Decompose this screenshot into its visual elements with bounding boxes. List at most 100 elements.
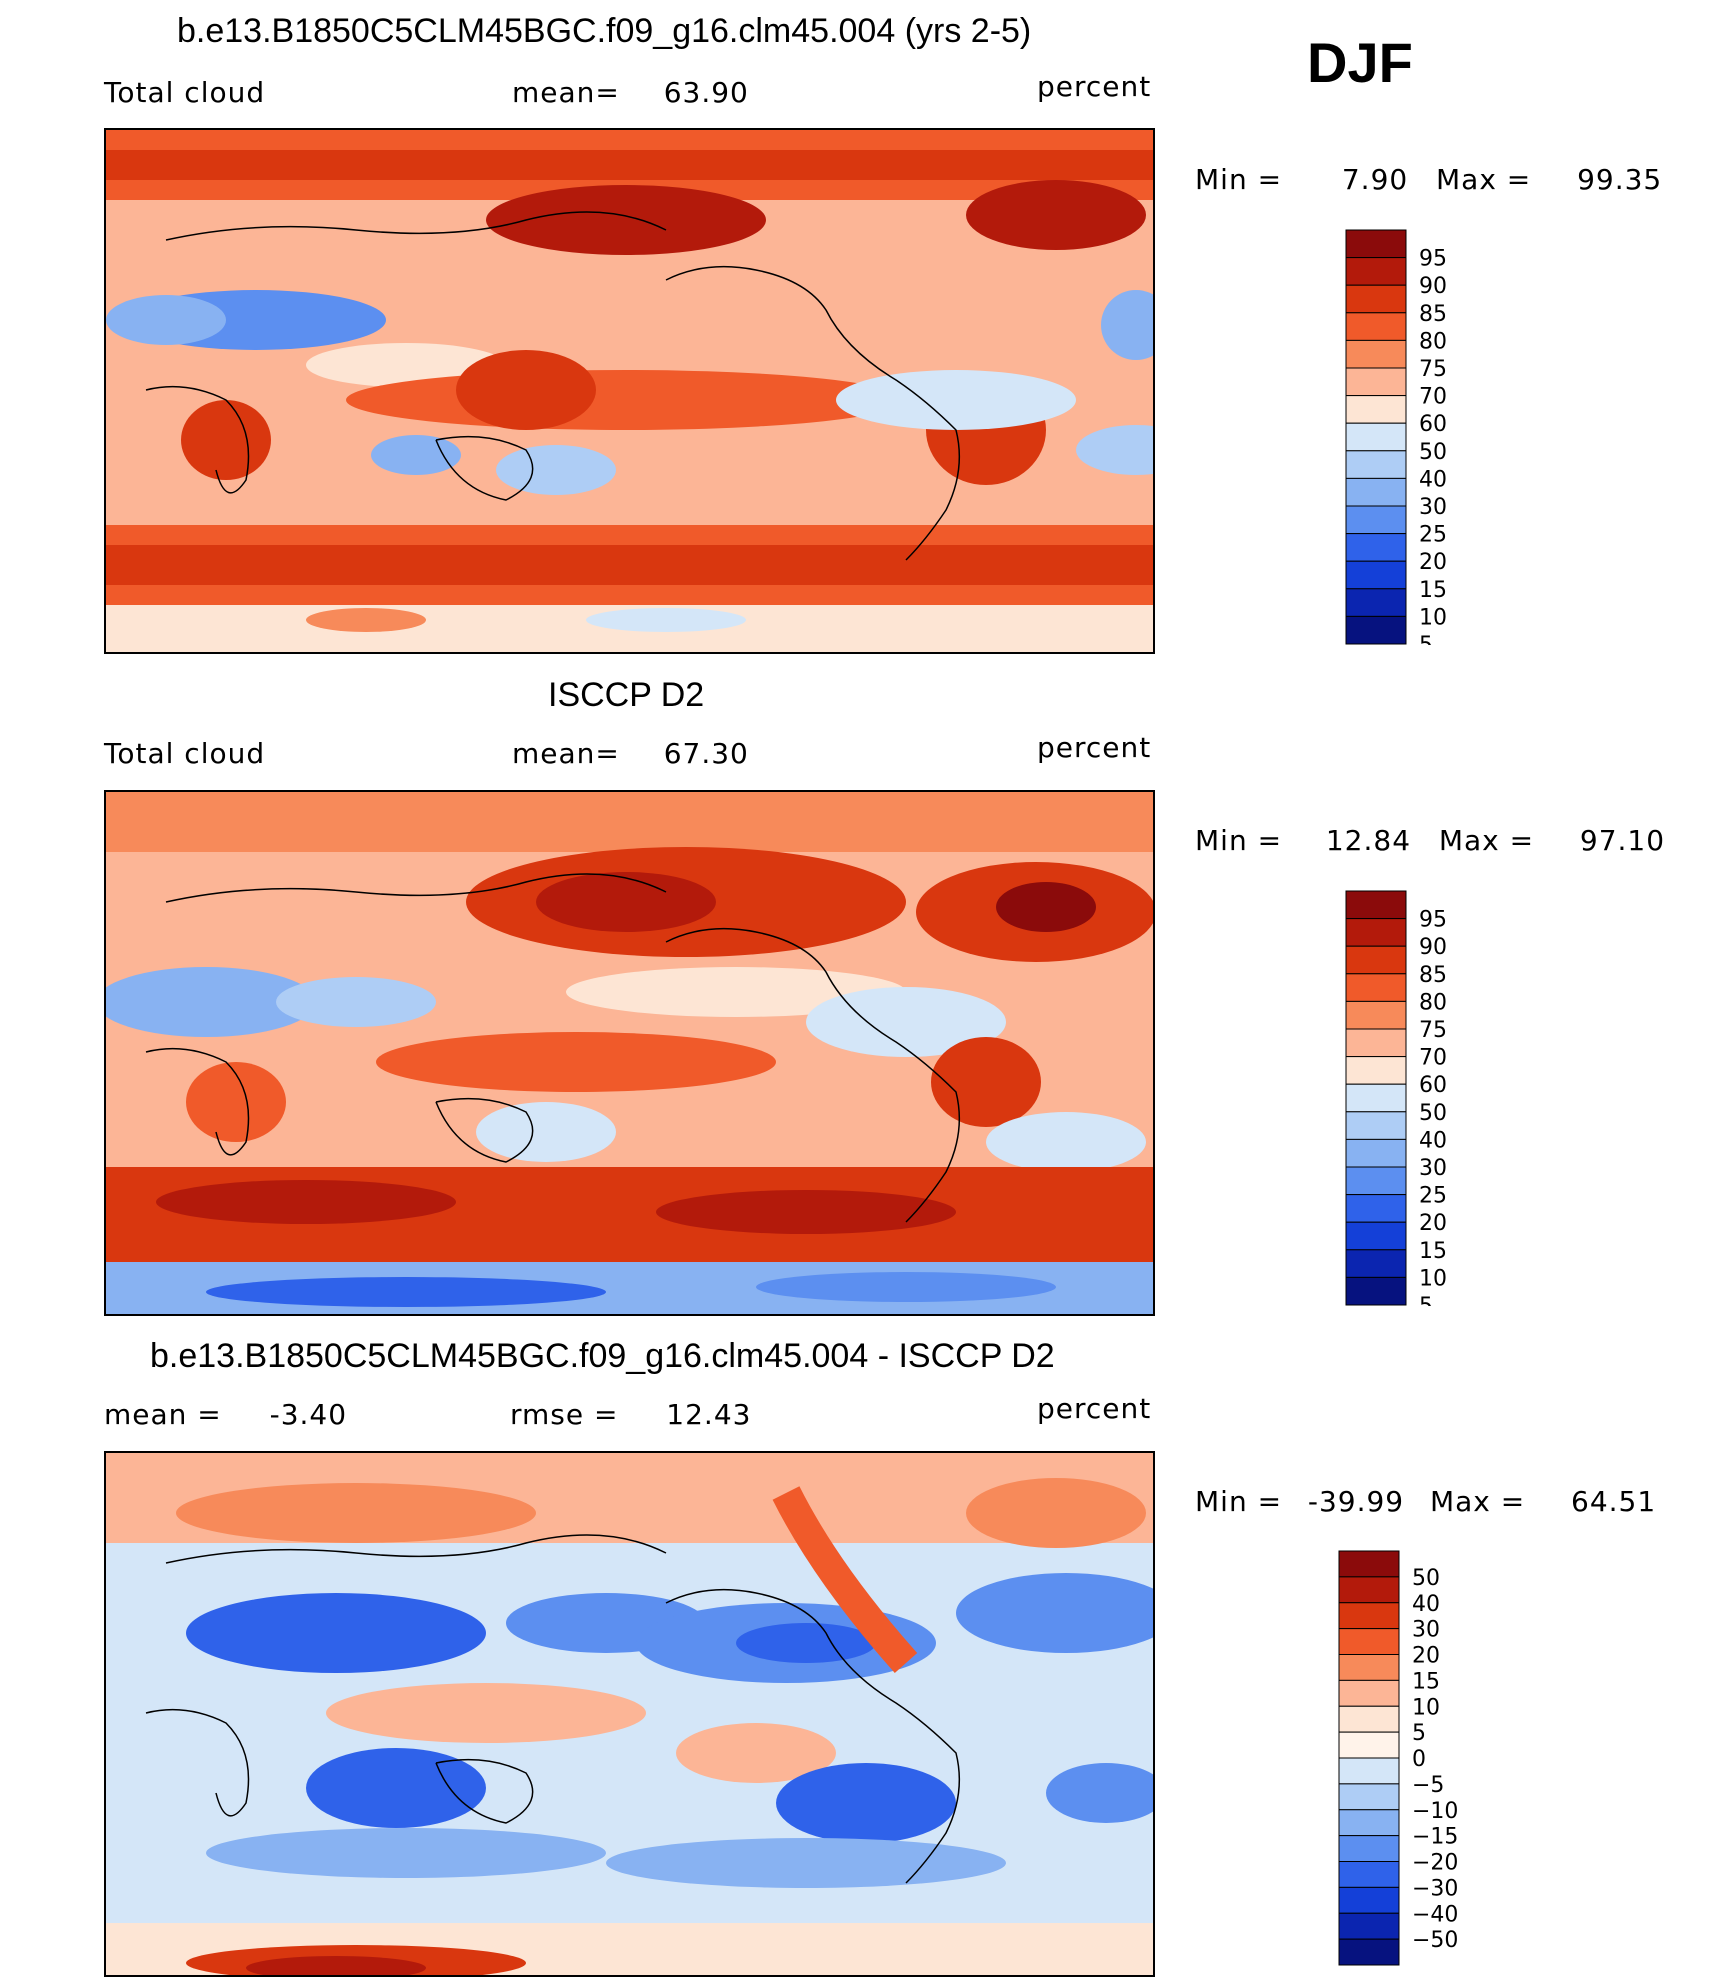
panel1-max-value: 99.35 bbox=[1577, 163, 1663, 196]
colorbar-tick-label: 90 bbox=[1419, 935, 1447, 960]
colorbar-swatch bbox=[1338, 1912, 1400, 1940]
season-label: DJF bbox=[1307, 31, 1413, 94]
panel1-mean-label: mean= bbox=[512, 76, 620, 109]
colorbar-tick-label: 95 bbox=[1419, 908, 1447, 933]
colorbar-tick-label: 15 bbox=[1419, 578, 1447, 603]
colorbar-tick-label: −5 bbox=[1412, 1773, 1444, 1798]
colorbar-swatch bbox=[1345, 477, 1407, 507]
colorbar-tick-label: 75 bbox=[1419, 1018, 1447, 1043]
colorbar-swatch bbox=[1345, 588, 1407, 617]
colorbar-swatch bbox=[1338, 1886, 1400, 1914]
colorbar-tick-label: 90 bbox=[1419, 274, 1447, 299]
panel3-mean-value: -3.40 bbox=[269, 1398, 348, 1431]
panel2-units: percent bbox=[1037, 731, 1152, 764]
colorbar-tick-label: 20 bbox=[1419, 550, 1447, 575]
panel2-max-label: Max = bbox=[1438, 824, 1535, 857]
colorbar-tick-label: 25 bbox=[1419, 523, 1447, 548]
colorbar-swatch bbox=[1345, 560, 1407, 590]
panel2-min-value: 12.84 bbox=[1325, 824, 1412, 857]
colorbar-tick-label: 80 bbox=[1419, 990, 1447, 1015]
colorbar-tick-label: 20 bbox=[1412, 1644, 1440, 1669]
panel1-title: b.e13.B1850C5CLM45BGC.f09_g16.clm45.004 … bbox=[177, 12, 1032, 50]
colorbar-swatch bbox=[1345, 229, 1407, 259]
panel3-min-label: Min = bbox=[1195, 1485, 1283, 1518]
panel3-min-value: -39.99 bbox=[1307, 1485, 1405, 1518]
colorbar-tick-label: 5 bbox=[1419, 1294, 1433, 1306]
colorbar-swatch bbox=[1345, 339, 1407, 369]
colorbar-tick-label: 40 bbox=[1419, 467, 1447, 492]
colorbar-swatch bbox=[1345, 312, 1407, 341]
colorbar-tick-label: 85 bbox=[1419, 302, 1447, 327]
colorbar-swatch bbox=[1338, 1809, 1400, 1837]
colorbar-tick-label: 5 bbox=[1412, 1721, 1426, 1746]
colorbar-swatch bbox=[1345, 973, 1407, 1002]
panel1-max-label: Max = bbox=[1436, 163, 1532, 196]
panel3-rmse: rmse = 12.43 bbox=[510, 1398, 751, 1431]
colorbar-swatch bbox=[1345, 257, 1407, 286]
colorbar-swatch bbox=[1345, 1000, 1407, 1030]
colorbar-tick-label: 0 bbox=[1412, 1747, 1426, 1772]
panel2-min-label: Min = bbox=[1195, 824, 1283, 857]
colorbar-swatch bbox=[1345, 1166, 1407, 1196]
colorbar-swatch bbox=[1345, 615, 1407, 645]
colorbar-tick-label: 20 bbox=[1419, 1211, 1447, 1236]
panel1-min-value: 7.90 bbox=[1341, 163, 1409, 196]
colorbar-swatch bbox=[1338, 1835, 1400, 1862]
colorbar-tick-label: 40 bbox=[1419, 1128, 1447, 1153]
colorbar-swatch bbox=[1345, 1194, 1407, 1223]
colorbar-tick-label: −10 bbox=[1412, 1799, 1458, 1824]
colorbar-swatch bbox=[1338, 1550, 1400, 1578]
panel2-max-value: 97.10 bbox=[1579, 824, 1666, 857]
panel1-min-label: Min = bbox=[1195, 163, 1283, 196]
colorbar-tick-label: 40 bbox=[1412, 1592, 1440, 1617]
colorbar-tick-label: 60 bbox=[1419, 1073, 1447, 1098]
colorbar-swatch bbox=[1345, 1249, 1407, 1278]
colorbar-swatch bbox=[1345, 1138, 1407, 1168]
panel1-range: Min = 7.90 Max = 99.35 bbox=[1195, 163, 1662, 196]
colorbar-tick-label: −15 bbox=[1412, 1825, 1458, 1850]
colorbar-swatch bbox=[1338, 1861, 1400, 1888]
colorbar-tick-label: 50 bbox=[1419, 440, 1447, 465]
colorbar-tick-label: 80 bbox=[1419, 329, 1447, 354]
panel2-mean-value: 67.30 bbox=[663, 737, 749, 770]
panel3-title: b.e13.B1850C5CLM45BGC.f09_g16.clm45.004 … bbox=[150, 1337, 1055, 1375]
panel3-max-label: Max = bbox=[1429, 1485, 1526, 1518]
colorbar-swatch bbox=[1338, 1654, 1400, 1681]
colorbar-swatch bbox=[1345, 1111, 1407, 1140]
panel2-mean-label: mean= bbox=[512, 737, 620, 770]
colorbar-tick-label: 25 bbox=[1419, 1184, 1447, 1209]
colorbar-tick-label: −40 bbox=[1412, 1902, 1458, 1927]
colorbar-swatch bbox=[1338, 1602, 1400, 1630]
colorbar-swatch bbox=[1338, 1757, 1400, 1785]
panel1-variable-label: Total cloud bbox=[104, 76, 266, 109]
colorbar-tick-label: 10 bbox=[1419, 605, 1447, 630]
panel1-map-field bbox=[106, 130, 1153, 652]
panel2-map bbox=[104, 790, 1155, 1316]
panel1-map bbox=[104, 128, 1155, 654]
colorbar-tick-label: 50 bbox=[1419, 1101, 1447, 1126]
colorbar-tick-label: 50 bbox=[1412, 1566, 1440, 1591]
colorbar-swatch bbox=[1345, 1083, 1407, 1113]
panel1-units: percent bbox=[1037, 70, 1152, 103]
colorbar-swatch bbox=[1345, 1276, 1407, 1306]
colorbar-tick-label: −20 bbox=[1412, 1851, 1458, 1876]
panel3-units: percent bbox=[1037, 1392, 1152, 1425]
colorbar-swatch bbox=[1345, 450, 1407, 479]
colorbar-swatch bbox=[1338, 1938, 1400, 1966]
colorbar-swatch bbox=[1345, 533, 1407, 562]
panel3-map-field bbox=[106, 1453, 1153, 1975]
colorbar-swatch bbox=[1345, 395, 1407, 424]
colorbar-swatch bbox=[1345, 1221, 1407, 1251]
panel3-range: Min = -39.99 Max = 64.51 bbox=[1195, 1485, 1656, 1518]
colorbar-swatch bbox=[1345, 367, 1407, 397]
panel2-title: ISCCP D2 bbox=[548, 676, 705, 714]
colorbar-tick-label: 15 bbox=[1419, 1239, 1447, 1264]
panel3-max-value: 64.51 bbox=[1571, 1485, 1657, 1518]
colorbar-tick-label: 30 bbox=[1412, 1618, 1440, 1643]
panel3-mean: mean = -3.40 bbox=[104, 1398, 347, 1431]
colorbar-tick-label: 30 bbox=[1419, 1156, 1447, 1181]
panel2-range: Min = 12.84 Max = 97.10 bbox=[1195, 824, 1665, 857]
colorbar-swatch bbox=[1345, 1056, 1407, 1085]
